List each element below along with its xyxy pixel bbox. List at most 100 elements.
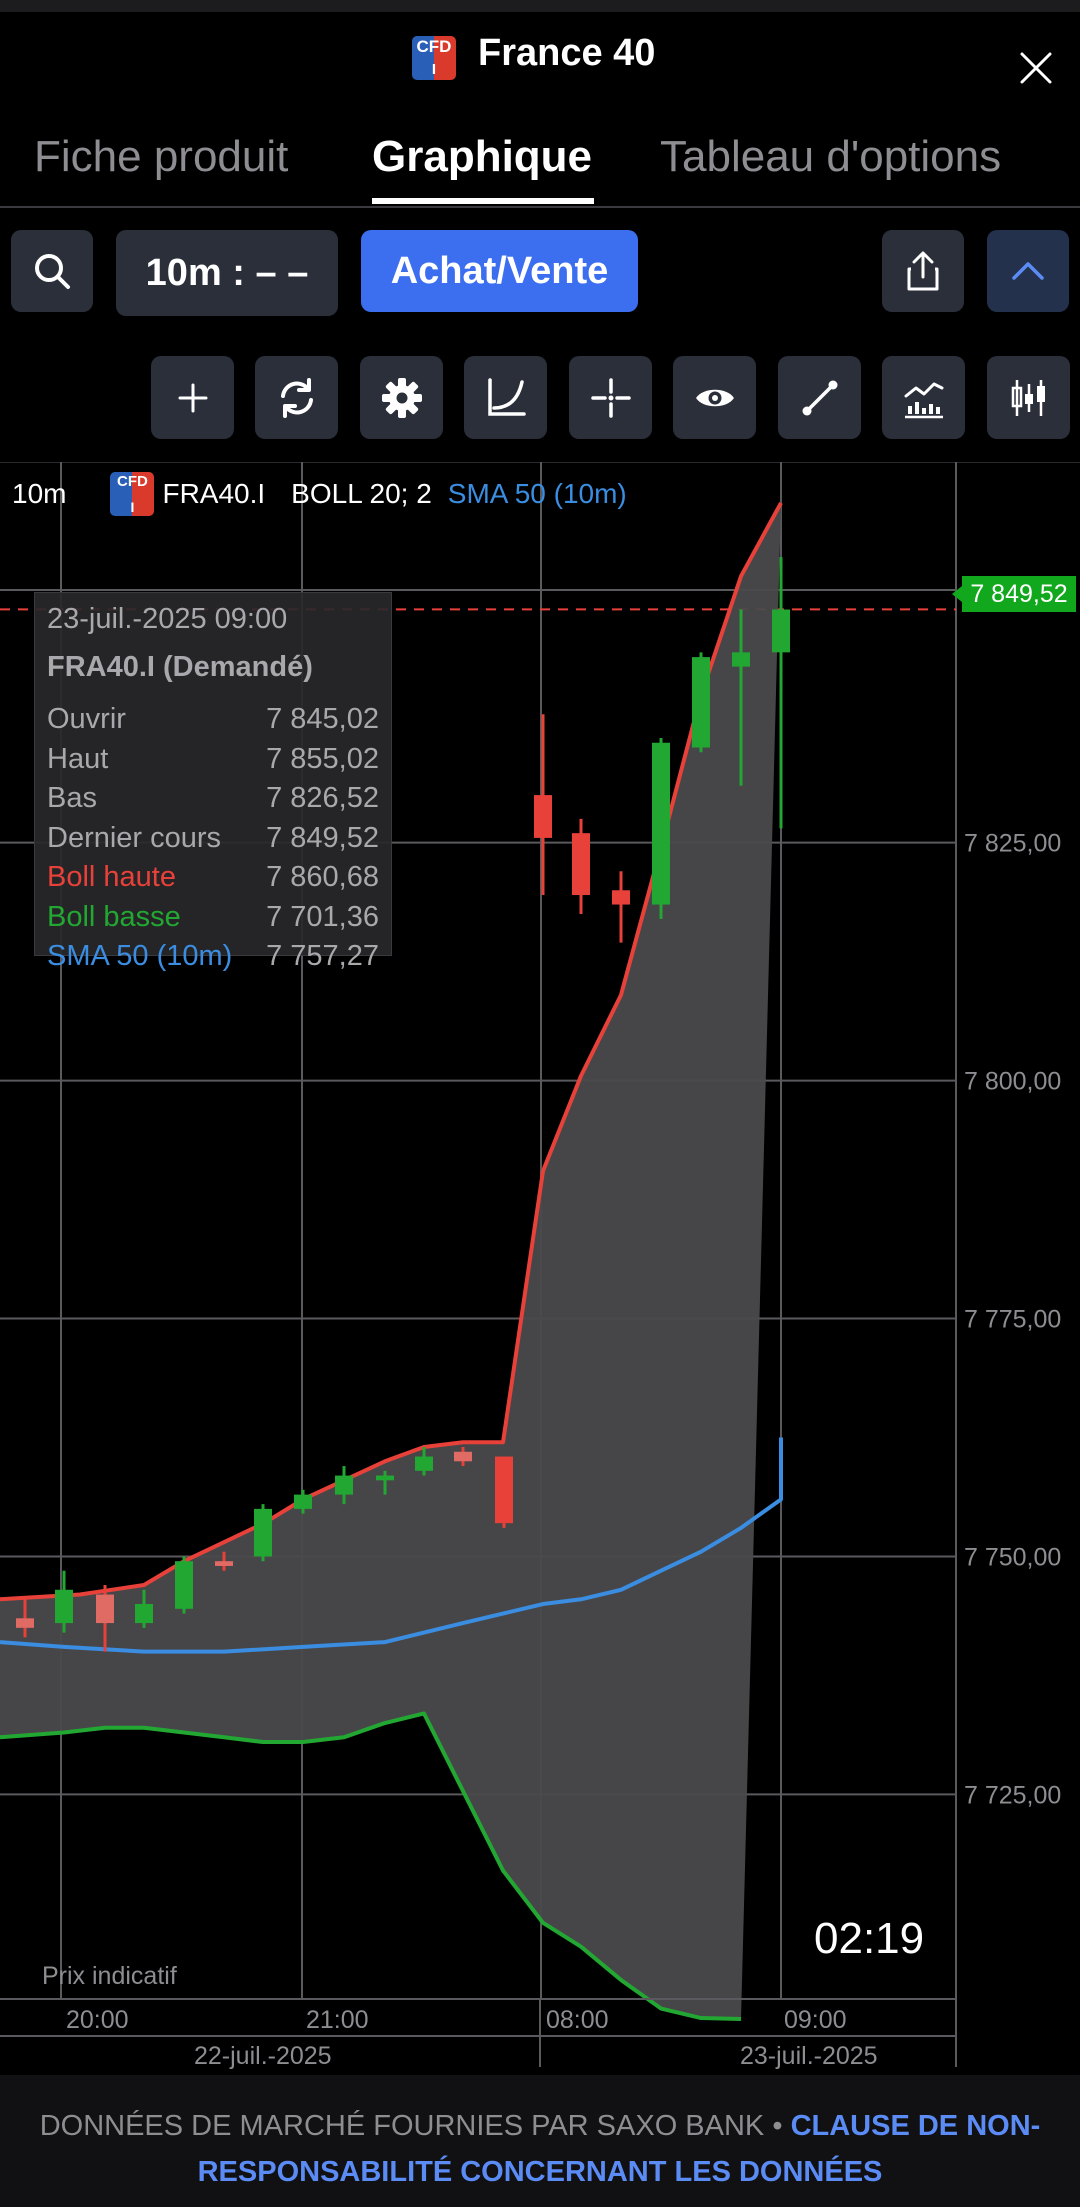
candle <box>135 1589 153 1628</box>
x-axis-time-label: 09:00 <box>784 2006 847 2034</box>
achat-vente-label: Achat/Vente <box>390 250 609 292</box>
candle <box>96 1585 114 1652</box>
candle-body <box>55 1589 73 1624</box>
line-tool-icon <box>802 380 837 415</box>
tooltip-row-label: Boll haute <box>47 861 176 893</box>
search-button[interactable] <box>11 230 93 312</box>
footer-text: DONNÉES DE MARCHÉ FOURNIES PAR SAXO BANK… <box>0 2103 1080 2195</box>
plus-icon <box>178 383 207 412</box>
tooltip-row: Boll haute 7 860,68 <box>47 861 379 895</box>
chart-legend: 10m CFD I FRA40.I BOLL 20; 2 SMA 50 (10m… <box>12 472 627 516</box>
candle <box>55 1570 73 1633</box>
candle <box>376 1470 394 1495</box>
candle-body <box>572 833 590 896</box>
visibility-button[interactable] <box>673 356 756 439</box>
candle-body <box>415 1456 433 1471</box>
candle-body <box>534 795 552 838</box>
crosshair-icon <box>590 377 631 418</box>
legend-cfd-icon: CFD I <box>110 472 155 516</box>
tooltip-row-value: 7 701,36 <box>266 900 379 933</box>
footer: DONNÉES DE MARCHÉ FOURNIES PAR SAXO BANK… <box>0 2075 1080 2207</box>
header: CFD I France 40 <box>0 12 1080 108</box>
legend-cfd-top: CFD <box>117 473 148 490</box>
crosshair-button[interactable] <box>569 356 652 439</box>
candle-body <box>16 1618 34 1628</box>
candle-body <box>652 742 670 905</box>
refresh-icon <box>280 377 313 418</box>
candle <box>534 714 552 896</box>
legend-cfd-bottom: I <box>130 499 135 515</box>
legend-symbol: FRA40.I <box>162 478 266 509</box>
close-icon[interactable] <box>1016 48 1056 88</box>
settings-button[interactable] <box>360 356 443 439</box>
draw-line-button[interactable] <box>778 356 861 439</box>
cfd-badge-top: CFD <box>416 37 452 56</box>
tooltip-row-value: 7 826,52 <box>266 782 379 814</box>
candlestick-type-icon <box>1011 379 1045 416</box>
cfd-badge-icon: CFD I <box>412 36 456 80</box>
share-button[interactable] <box>882 230 964 312</box>
tooltip-row: Haut 7 855,02 <box>47 743 379 777</box>
tooltip-row-label: Boll basse <box>47 900 181 933</box>
achat-vente-button[interactable]: Achat/Vente <box>361 230 638 312</box>
x-axis-time-label: 20:00 <box>66 2006 129 2034</box>
candle <box>254 1504 272 1562</box>
candle-body <box>454 1451 472 1462</box>
x-axis-time-label: 21:00 <box>306 2006 369 2034</box>
refresh-button[interactable] <box>255 356 338 439</box>
eye-icon <box>695 389 734 406</box>
last-price-tag-arrow <box>952 586 962 602</box>
gear-icon <box>381 377 422 418</box>
indicators-button[interactable] <box>882 356 965 439</box>
candle <box>652 737 670 919</box>
tab-graphique[interactable]: Graphique <box>372 132 593 181</box>
indicators-icon <box>904 382 943 418</box>
candle <box>495 1456 513 1528</box>
candle-body <box>612 890 630 905</box>
chart-type-button[interactable] <box>987 356 1070 439</box>
tooltip-row: SMA 50 (10m) 7 757,27 <box>47 940 379 974</box>
y-axis-label: 7 825,00 <box>964 830 1061 858</box>
candle-body <box>294 1494 312 1509</box>
candle <box>175 1556 193 1614</box>
candle-body <box>175 1561 193 1609</box>
candle-body <box>254 1508 272 1557</box>
candle-body <box>135 1604 153 1624</box>
price-chart[interactable]: 7 725,00 7 750,00 7 775,00 7 800,00 7 825,00… <box>0 461 1080 2072</box>
cfd-badge-bottom: I <box>431 61 437 78</box>
x-axis-date-label: 22-juil.-2025 <box>194 2042 332 2070</box>
candle <box>732 609 750 786</box>
x-axis-time-label: 08:00 <box>546 2006 609 2034</box>
page-title: France 40 <box>478 32 656 74</box>
candle <box>692 652 710 753</box>
candle-body <box>732 652 750 667</box>
candle-countdown: 02:19 <box>814 1914 925 1963</box>
collapse-button[interactable] <box>987 230 1069 312</box>
candle <box>572 818 590 915</box>
y-axis-label: 7 750,00 <box>964 1543 1061 1571</box>
sma-line <box>0 1437 783 1654</box>
candle-body <box>772 609 790 653</box>
candle-body <box>335 1475 353 1495</box>
candle <box>215 1551 233 1571</box>
ohlc-tooltip: 23-juil.-2025 09:00 FRA40.I (Demandé) Ou… <box>34 592 392 972</box>
tooltip-row-value: 7 860,68 <box>266 861 379 893</box>
add-indicator-button[interactable] <box>151 356 234 439</box>
tooltip-row-label: Dernier cours <box>47 821 222 854</box>
tooltip-row: Dernier cours 7 849,52 <box>47 822 379 856</box>
curve-button[interactable] <box>464 356 547 439</box>
tab-fiche-produit[interactable]: Fiche produit <box>34 132 289 181</box>
candle-body <box>96 1594 114 1624</box>
tooltip-date: 23-juil.-2025 09:00 <box>47 603 288 635</box>
curve-icon <box>487 377 526 416</box>
indicative-price-label: Prix indicatif <box>42 1962 177 1990</box>
disclaimer-link[interactable]: CLAUSE DE NON-RESPONSABILITÉ CONCERNANT … <box>197 2110 1041 2188</box>
candle-body <box>495 1456 513 1524</box>
status-strip <box>0 0 1080 12</box>
candle <box>454 1447 472 1467</box>
tab-tableau-options[interactable]: Tableau d'options <box>660 132 1002 181</box>
candle-body <box>215 1561 233 1566</box>
timeframe-button[interactable]: 10m : – – <box>116 230 338 316</box>
tooltip-row: Ouvrir 7 845,02 <box>47 703 379 737</box>
footer-source-text: DONNÉES DE MARCHÉ FOURNIES PAR SAXO BANK… <box>39 2110 783 2142</box>
